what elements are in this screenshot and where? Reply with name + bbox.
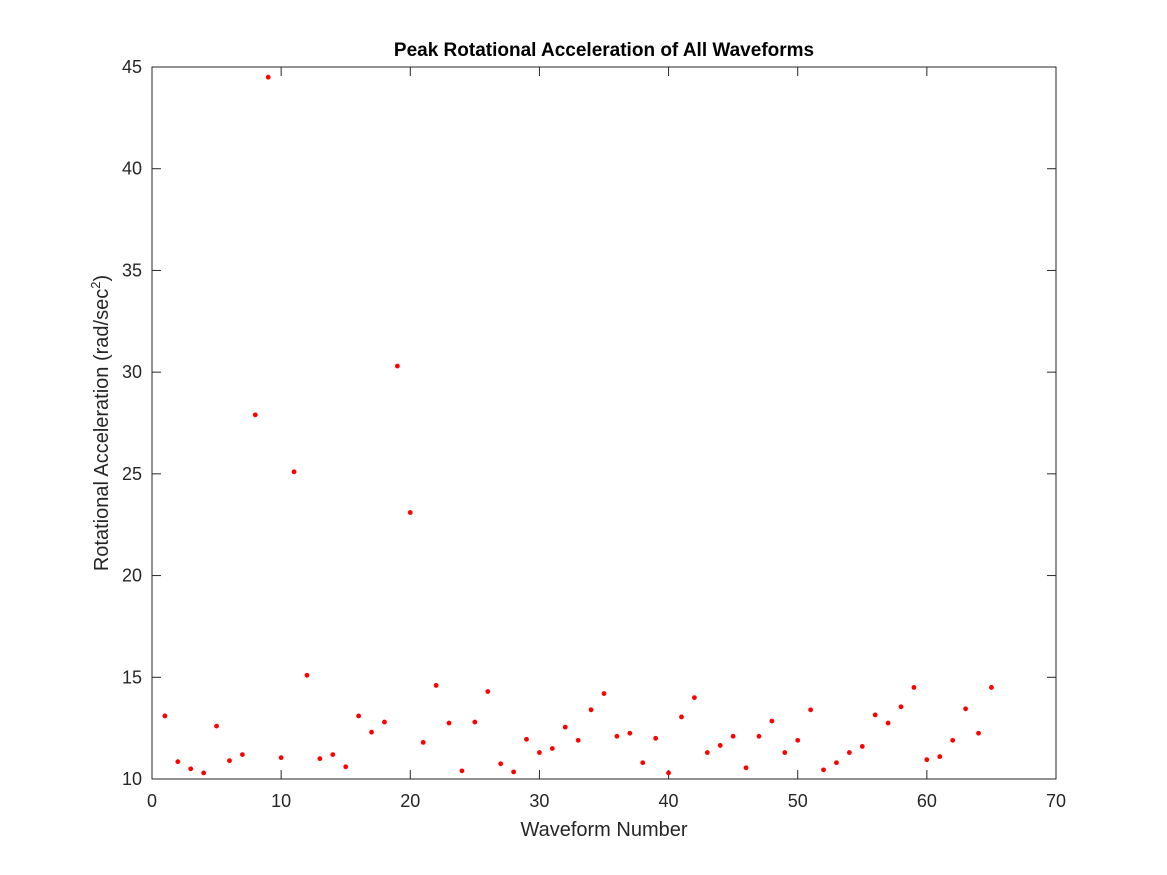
x-tick-label: 70 — [1046, 791, 1066, 811]
data-point — [433, 683, 439, 688]
data-point — [240, 752, 245, 757]
y-tick-label: 35 — [122, 260, 142, 280]
x-tick-label: 10 — [271, 791, 291, 811]
data-point — [304, 672, 310, 678]
y-tick-label: 30 — [122, 362, 142, 382]
y-tick-label: 20 — [122, 566, 142, 586]
y-axis-label: Rotational Acceleration (rad/sec2) — [88, 275, 113, 571]
data-point — [924, 757, 930, 763]
data-point — [562, 724, 568, 730]
data-point — [201, 770, 207, 776]
data-point — [911, 685, 917, 690]
data-point — [188, 766, 194, 772]
data-point — [549, 746, 555, 751]
data-point — [588, 707, 594, 713]
data-point — [989, 685, 994, 690]
y-tick-labels: 10 15 20 25 30 35 40 45 — [122, 57, 142, 789]
data-point — [382, 719, 387, 725]
data-point — [937, 754, 943, 760]
x-tick-label: 50 — [788, 791, 808, 811]
data-point — [898, 704, 904, 710]
data-point — [872, 712, 878, 718]
data-point — [511, 769, 516, 775]
data-point — [859, 744, 865, 749]
data-point — [369, 729, 374, 735]
data-point — [653, 735, 659, 741]
data-point — [317, 756, 323, 762]
data-point — [950, 737, 956, 743]
y-tick-label: 45 — [122, 57, 142, 77]
data-point — [743, 765, 749, 771]
x-tick-label: 60 — [917, 791, 937, 811]
data-point — [330, 752, 336, 757]
data-point — [821, 767, 826, 773]
axis-ticks — [151, 66, 1057, 780]
chart-title: Peak Rotational Acceleration of All Wave… — [394, 40, 814, 61]
data-point — [782, 750, 788, 755]
data-point — [730, 733, 736, 739]
data-point — [485, 689, 491, 694]
data-point — [394, 363, 400, 369]
data-point — [537, 750, 542, 755]
y-axis-label-suffix: ) — [91, 275, 113, 282]
data-point — [356, 713, 362, 719]
y-tick-label: 10 — [122, 769, 142, 789]
data-point — [252, 412, 258, 418]
plot-area — [151, 66, 1057, 780]
data-point — [524, 736, 529, 742]
data-point — [614, 733, 620, 739]
data-point — [756, 733, 762, 739]
data-point — [446, 720, 452, 726]
x-tick-label: 30 — [529, 791, 549, 811]
data-point — [963, 706, 968, 712]
data-point — [343, 764, 349, 770]
data-point — [717, 743, 723, 748]
data-point — [175, 759, 181, 765]
data-point — [692, 695, 697, 701]
data-point — [834, 760, 839, 766]
x-tick-label: 20 — [400, 791, 420, 811]
data-point — [291, 469, 297, 475]
data-point — [407, 510, 413, 515]
data-point — [769, 718, 775, 724]
data-point — [278, 755, 284, 761]
data-point — [227, 758, 232, 764]
data-point — [575, 737, 581, 743]
data-point — [498, 761, 504, 767]
x-tick-label: 0 — [147, 791, 157, 811]
x-axis-label: Waveform Number — [520, 819, 687, 841]
y-axis-label-text: Rotational Acceleration (rad/sec — [91, 289, 113, 571]
data-point — [795, 737, 801, 743]
data-point — [459, 768, 465, 774]
y-axis-label-superscript: 2 — [88, 282, 103, 289]
data-point — [679, 714, 684, 720]
data-point — [472, 719, 478, 725]
x-tick-label: 40 — [659, 791, 679, 811]
y-tick-label: 15 — [122, 667, 142, 687]
y-tick-label: 25 — [122, 464, 142, 484]
data-point — [162, 713, 168, 719]
data-point — [808, 707, 814, 713]
data-point — [627, 730, 633, 736]
data-point — [601, 691, 607, 696]
data-point — [704, 750, 710, 755]
data-point — [214, 723, 219, 729]
data-point — [265, 74, 271, 80]
data-points — [162, 74, 994, 776]
x-tick-labels: 0 10 20 30 40 50 60 70 — [147, 791, 1066, 811]
data-point — [846, 750, 852, 755]
data-point — [640, 760, 646, 766]
data-point — [976, 730, 981, 736]
y-tick-label: 40 — [122, 159, 142, 179]
data-point — [885, 720, 891, 726]
data-point — [420, 739, 426, 745]
data-point — [666, 770, 671, 776]
